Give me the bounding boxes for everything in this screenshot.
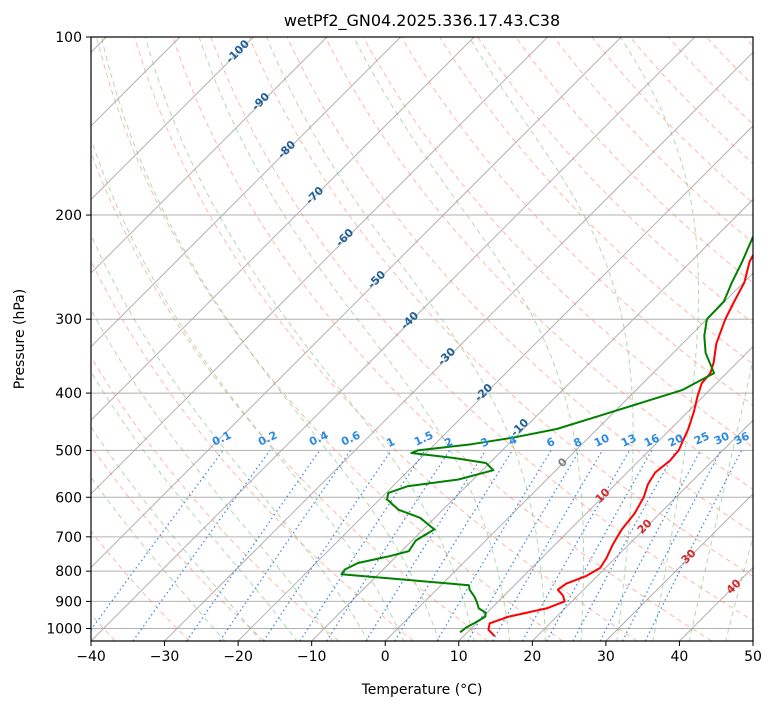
dry-adiabat-label: -100 — [223, 37, 252, 66]
x-tick-label: −10 — [297, 649, 327, 665]
dry-adiabat — [592, 37, 775, 641]
mixing-ratio-label: 0.2 — [256, 429, 279, 449]
moist-adiabat — [354, 37, 584, 642]
mixing-ratio-line — [547, 450, 652, 641]
x-tick-label: 40 — [671, 649, 689, 665]
dry-adiabat — [478, 37, 775, 641]
moist-adiabat-label: 30 — [679, 546, 699, 566]
dry-adiabat — [21, 37, 414, 641]
dry-adiabat — [0, 37, 264, 641]
isotherm-line — [0, 37, 401, 641]
dry-adiabat-label: -50 — [365, 268, 388, 291]
y-tick-label: 200 — [55, 208, 82, 224]
dry-adiabat — [706, 37, 775, 641]
mixing-ratio-label: 13 — [619, 431, 638, 449]
moist-adiabat — [725, 37, 775, 642]
dry-adiabat-label: -30 — [435, 345, 458, 368]
y-tick-label: 100 — [55, 30, 82, 46]
y-tick-label: 600 — [55, 490, 82, 506]
mixing-ratio-label: 20 — [666, 431, 686, 449]
mixing-ratio-line — [327, 450, 450, 641]
isotherm-line — [459, 37, 775, 641]
moist-adiabat — [0, 37, 262, 642]
y-tick-label: 300 — [55, 312, 82, 328]
mixing-ratio-label: 25 — [692, 429, 711, 447]
mixing-ratio-label: 36 — [732, 429, 752, 447]
dry-adiabat — [59, 37, 488, 641]
moist-adiabat — [0, 37, 298, 642]
mixing-ratio-label: 0.6 — [339, 428, 362, 448]
isotherm-line — [679, 37, 775, 641]
dry-adiabat — [516, 37, 775, 641]
mixing-ratio-line — [83, 450, 223, 641]
mixing-ratio-label: 10 — [592, 431, 612, 449]
y-tick-label: 400 — [55, 386, 82, 402]
dry-adiabat-label: -90 — [249, 90, 272, 113]
x-tick-label: 50 — [744, 649, 762, 665]
mixing-ratio-line — [645, 450, 741, 641]
moist-adiabat — [102, 37, 440, 642]
isotherm-line — [17, 37, 621, 641]
mixing-ratio-label: 3 — [479, 435, 491, 450]
mixing-ratio-label: 1 — [385, 435, 397, 450]
x-axis-label: Temperature (°C) — [361, 682, 483, 698]
moist-adiabat — [65, 37, 405, 642]
y-tick-label: 900 — [55, 594, 82, 610]
dry-adiabat-label: -20 — [472, 381, 495, 404]
isotherm-line — [385, 37, 775, 641]
mixing-ratio-label: 0.1 — [210, 429, 233, 449]
isotherm-line — [0, 37, 548, 641]
x-tick-label: 30 — [597, 649, 615, 665]
chart-title: wetPf2_GN04.2025.336.17.43.C38 — [284, 11, 560, 31]
x-tick-label: 10 — [450, 649, 468, 665]
y-tick-label: 500 — [55, 443, 82, 459]
dry-adiabat — [0, 37, 190, 641]
mixing-ratio-line — [133, 450, 270, 641]
isotherm-line — [753, 37, 775, 641]
mixing-ratio-line — [523, 450, 630, 641]
dry-adiabat-label: -60 — [333, 226, 356, 249]
x-tick-label: −20 — [223, 649, 253, 665]
y-tick-label: 700 — [55, 530, 82, 546]
moist-adiabat — [0, 37, 226, 642]
mixing-ratio-line — [300, 450, 425, 641]
dry-adiabat — [554, 37, 775, 641]
dry-adiabat-label: -70 — [303, 184, 326, 207]
mixing-ratio-line — [264, 450, 392, 641]
dry-adiabat-label: -80 — [275, 138, 298, 161]
x-tick-label: −30 — [150, 649, 180, 665]
x-tick-label: 0 — [381, 649, 390, 665]
y-axis-label: Pressure (hPa) — [12, 289, 28, 389]
mixing-ratio-label: 0.4 — [307, 428, 330, 448]
dry-adiabat — [173, 37, 712, 641]
moist-adiabat-label: 20 — [635, 516, 655, 536]
mixing-ratio-line — [366, 450, 486, 641]
isotherm-line — [0, 37, 253, 641]
x-tick-label: 20 — [523, 649, 541, 665]
mixing-ratio-label: 1.5 — [412, 429, 435, 449]
dry-adiabat — [0, 37, 339, 641]
moist-adiabat — [689, 37, 775, 642]
isotherm-line — [532, 37, 775, 641]
dry-adiabat — [668, 37, 775, 641]
mixing-ratio-label: 16 — [642, 431, 662, 449]
isotherm-line — [91, 37, 695, 641]
y-tick-label: 1000 — [46, 621, 82, 637]
y-tick-label: 800 — [55, 564, 82, 580]
dry-adiabat — [135, 37, 637, 641]
dry-adiabat-label: -40 — [398, 309, 421, 332]
isotherm-line — [165, 37, 769, 641]
moist-adiabat-label: 0 — [555, 455, 570, 470]
x-tick-label: −40 — [76, 649, 106, 665]
mixing-ratio-label: 6 — [545, 435, 558, 450]
moist-adiabat-label: 10 — [593, 485, 613, 505]
mixing-ratio-line — [573, 450, 676, 641]
moist-adiabat — [5, 37, 333, 642]
